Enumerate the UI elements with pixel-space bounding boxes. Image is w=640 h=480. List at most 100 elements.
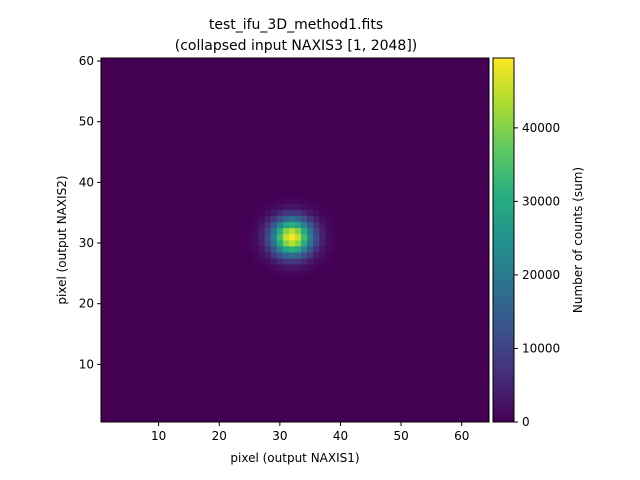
heatmap-cell: [276, 209, 284, 217]
colorbar-frame: [492, 57, 515, 423]
heatmap-cell: [295, 197, 302, 204]
heatmap-cell: [313, 252, 320, 259]
heatmap-cell: [258, 258, 265, 265]
heatmap-cell: [258, 221, 265, 229]
heatmap-cell: [307, 246, 314, 253]
heatmap-cell: [288, 264, 296, 271]
heatmap-cell: [288, 221, 296, 229]
heatmap-cell: [295, 240, 302, 247]
heatmap-cell: [331, 227, 338, 235]
heatmap-cell: [264, 221, 272, 229]
heatmap-cell: [307, 221, 314, 229]
colorbar-tick-label: 20000: [522, 268, 560, 282]
heatmap-cell: [295, 264, 302, 271]
heatmap-cell: [325, 221, 332, 229]
heatmap-cell: [276, 221, 284, 229]
heatmap-cell: [276, 258, 284, 265]
heatmap-cell: [246, 246, 253, 253]
heatmap-cell: [270, 203, 278, 210]
heatmap-cell: [313, 203, 320, 210]
heatmap-cell: [313, 233, 320, 241]
heatmap-cell: [295, 215, 302, 223]
heatmap-cell: [282, 203, 290, 210]
heatmap-cell: [307, 264, 314, 271]
heatmap-cell: [276, 270, 284, 277]
chart-subtitle: (collapsed input NAXIS3 [1, 2048]): [175, 38, 418, 54]
heatmap-cell: [319, 209, 326, 217]
heatmap-cell: [246, 240, 253, 247]
y-axis-label: pixel (output NAXIS2): [55, 175, 69, 304]
heatmap-cell: [288, 240, 296, 247]
heatmap-cell: [270, 252, 278, 259]
heatmap-cell: [313, 227, 320, 235]
heatmap-cell: [295, 258, 302, 265]
heatmap-cell: [288, 215, 296, 223]
heatmap-cell: [288, 270, 296, 277]
heatmap-cell: [276, 240, 284, 247]
heatmap-cell: [270, 233, 278, 241]
heatmap-cell: [276, 264, 284, 271]
heatmap-cell: [301, 221, 308, 229]
heatmap-cell: [295, 209, 302, 217]
heatmap-cell: [270, 264, 278, 271]
y-tick-label: 60: [79, 54, 94, 68]
heatmap-cell: [258, 252, 265, 259]
heatmap-cell: [282, 233, 290, 241]
heatmap-cell: [295, 233, 302, 241]
x-tick-label: 40: [333, 429, 348, 443]
heatmap-cell: [282, 270, 290, 277]
heatmap-cell: [288, 197, 296, 204]
heatmap-cell: [288, 252, 296, 259]
heatmap-cell: [319, 215, 326, 223]
heatmap-cell: [331, 221, 338, 229]
heatmap-cell: [270, 240, 278, 247]
heatmap-cell: [246, 227, 253, 235]
heatmap-cell: [270, 209, 278, 217]
heatmap-cell: [319, 246, 326, 253]
heatmap-cell: [270, 221, 278, 229]
colorbar-tick-label: 40000: [522, 121, 560, 135]
heatmap-cell: [301, 227, 308, 235]
heatmap-cell: [270, 227, 278, 235]
heatmap-cell: [264, 215, 272, 223]
heatmap-cell: [270, 270, 278, 277]
heatmap-cell: [270, 258, 278, 265]
heatmap-cell: [301, 197, 308, 204]
heatmap-cell: [319, 258, 326, 265]
y-tick-label: 20: [79, 297, 94, 311]
heatmap-cell: [288, 246, 296, 253]
heatmap-cell: [319, 264, 326, 271]
heatmap-cell: [301, 240, 308, 247]
heatmap-cell: [295, 270, 302, 277]
colorbar-tick-label: 30000: [522, 194, 560, 208]
heatmap-cell: [258, 203, 265, 210]
heatmap-cell: [307, 252, 314, 259]
heatmap-cell: [319, 252, 326, 259]
heatmap-cell: [313, 221, 320, 229]
heatmap-cell: [313, 209, 320, 217]
y-tick-label: 50: [79, 115, 94, 129]
heatmap-cell: [295, 203, 302, 210]
heatmap-cell: [319, 240, 326, 247]
heatmap-cell: [313, 240, 320, 247]
heatmap-cell: [252, 215, 259, 223]
heatmap-cell: [295, 227, 302, 235]
heatmap-cell: [264, 258, 272, 265]
heatmap-cell: [288, 209, 296, 217]
heatmap-cell: [282, 264, 290, 271]
heatmap-cell: [331, 246, 338, 253]
chart-title: test_ifu_3D_method1.fits: [209, 17, 383, 33]
heatmap-cell: [301, 252, 308, 259]
heatmap-cell: [252, 227, 259, 235]
heatmap-cell: [258, 215, 265, 223]
colorbar-tick-label: 0: [522, 415, 530, 429]
heatmap-cell: [295, 252, 302, 259]
heatmap-cell: [282, 240, 290, 247]
heatmap-cell: [258, 240, 265, 247]
heatmap-cell: [282, 227, 290, 235]
heatmap-cell: [258, 264, 265, 271]
heatmap-cell: [325, 252, 332, 259]
y-tick-label: 30: [79, 236, 94, 250]
x-axis-ticks: 10 20 30 40 50 60: [151, 422, 469, 443]
heatmap-cell: [301, 246, 308, 253]
